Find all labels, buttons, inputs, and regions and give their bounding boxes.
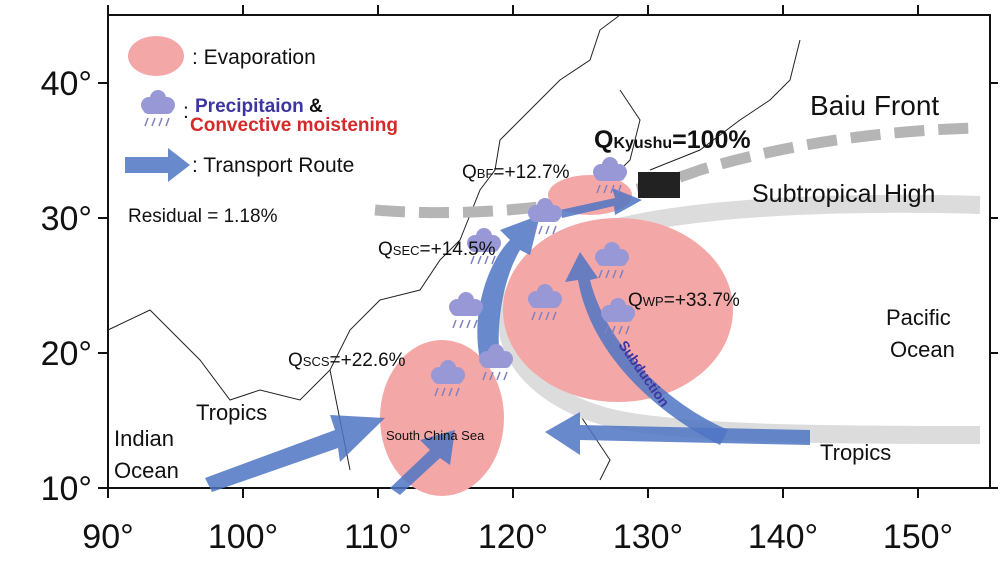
q: Q [628, 290, 643, 311]
legend-precip-line: Precipitaion & [195, 96, 323, 117]
x-tick-label: 90° [82, 518, 133, 556]
x-tick-label: 140° [748, 518, 818, 556]
y-tick-label: 10° [41, 470, 92, 508]
legend-amp: & [309, 96, 323, 117]
q: Q [594, 126, 613, 154]
x-tick-label: 110° [344, 518, 412, 556]
q: Q [462, 162, 477, 183]
kyushu-box [638, 172, 680, 198]
q-kyushu-label: QKyushu=100% [594, 126, 751, 154]
pacific-label: Pacific [886, 305, 951, 330]
legend-colon: : [183, 100, 189, 123]
q-value: =+22.6% [330, 350, 406, 371]
x-tick-label: 130° [613, 518, 683, 556]
q-sub: SEC [393, 243, 420, 258]
baiu-front-label: Baiu Front [810, 90, 939, 121]
legend-evaporation-swatch [128, 36, 184, 76]
q-value: =+14.5% [420, 239, 496, 260]
subtropical-high-label: Subtropical High [752, 180, 935, 208]
y-tick-label: 30° [41, 200, 92, 238]
q-scs-label: QSCS=+22.6% [288, 350, 406, 371]
indian-label: Indian [114, 426, 174, 451]
axis-ticks: 90° 100° 110° 120° 130° 140° 150° 10° 20° 30° 40° [41, 5, 998, 556]
q-sub: BF [477, 166, 494, 181]
y-tick-label: 40° [41, 65, 92, 103]
tropics-left-label: Tropics [196, 400, 267, 425]
legend-convective: Convective moistening [190, 115, 398, 136]
indian-ocean-label: Ocean [114, 458, 179, 483]
x-tick-label: 100° [208, 518, 278, 556]
baiu-front [374, 122, 976, 219]
q-sub: SCS [303, 354, 330, 369]
legend-transport: : Transport Route [192, 154, 354, 177]
y-tick-label: 20° [41, 335, 92, 373]
q-wp-label: QWP=+33.7% [628, 290, 740, 311]
q-value: =100% [672, 126, 751, 154]
legend-precipitation: Precipitaion [195, 96, 304, 117]
x-tick-label: 150° [883, 518, 953, 556]
legend-evaporation: : Evaporation [192, 46, 316, 69]
q-sub: Kyushu [613, 135, 672, 152]
scs-label: South China Sea [386, 428, 485, 443]
q-value: =+33.7% [664, 290, 740, 311]
q-sec-label: QSEC=+14.5% [378, 239, 496, 260]
ocean-label: Ocean [890, 337, 955, 362]
legend-arrow-swatch [125, 148, 190, 182]
q-value: =+12.7% [493, 162, 569, 183]
evaporation-scs [380, 340, 504, 496]
q-sub: WP [643, 294, 664, 309]
transport-arrows [205, 188, 810, 495]
q: Q [378, 239, 393, 260]
q: Q [288, 350, 303, 371]
tropics-right-label: Tropics [820, 440, 891, 465]
q-bf-label: QBF=+12.7% [462, 162, 570, 183]
x-tick-label: 120° [478, 518, 548, 556]
residual-label: Residual = 1.18% [128, 206, 278, 227]
